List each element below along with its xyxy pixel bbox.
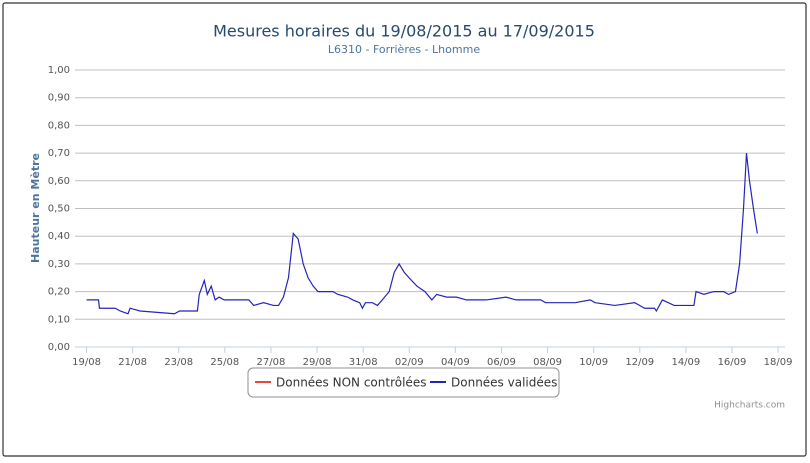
x-tick-label: 21/08 (118, 357, 147, 368)
x-tick-label: 16/09 (718, 357, 747, 368)
x-tick-label: 04/09 (441, 357, 470, 368)
y-tick-label: 0,70 (48, 148, 70, 159)
legend-item[interactable]: Données NON contrôlées (255, 376, 426, 390)
x-tick-label: 10/09 (579, 357, 608, 368)
y-tick-label: 0,60 (48, 176, 70, 187)
y-tick-label: 0,40 (48, 231, 70, 242)
chart-frame (2, 2, 807, 457)
x-tick-label: 29/08 (303, 357, 332, 368)
y-tick-label: 1,00 (48, 65, 70, 76)
x-tick-label: 12/09 (625, 357, 654, 368)
chart-subtitle: L6310 - Forrières - Lhomme (328, 43, 480, 56)
credits[interactable]: Highcharts.com (714, 401, 785, 411)
legend-label: Données NON contrôlées (276, 376, 426, 390)
y-tick-label: 0,90 (48, 93, 70, 104)
y-tick-label: 0,80 (48, 120, 70, 131)
y-tick-label: 0,50 (48, 204, 70, 215)
chart-title: Mesures horaires du 19/08/2015 au 17/09/… (213, 22, 595, 41)
x-tick-label: 08/09 (533, 357, 562, 368)
y-axis-title: Hauteur en Mètre (29, 153, 42, 263)
y-tick-label: 0,10 (48, 314, 70, 325)
x-tick-label: 31/08 (349, 357, 378, 368)
legend-item[interactable]: Données validées (430, 376, 557, 390)
y-tick-label: 0,00 (48, 342, 70, 353)
legend-label: Données validées (451, 376, 557, 390)
x-tick-label: 25/08 (210, 357, 239, 368)
x-tick-label: 18/09 (764, 357, 793, 368)
x-tick-label: 02/09 (395, 357, 424, 368)
x-tick-label: 23/08 (164, 357, 193, 368)
x-tick-label: 27/08 (257, 357, 286, 368)
x-tick-label: 19/08 (72, 357, 101, 368)
y-tick-label: 0,20 (48, 287, 70, 298)
x-tick-label: 06/09 (487, 357, 516, 368)
y-tick-label: 0,30 (48, 259, 70, 270)
data-line (86, 153, 758, 315)
x-tick-label: 14/09 (671, 357, 700, 368)
legend-box (247, 367, 560, 398)
